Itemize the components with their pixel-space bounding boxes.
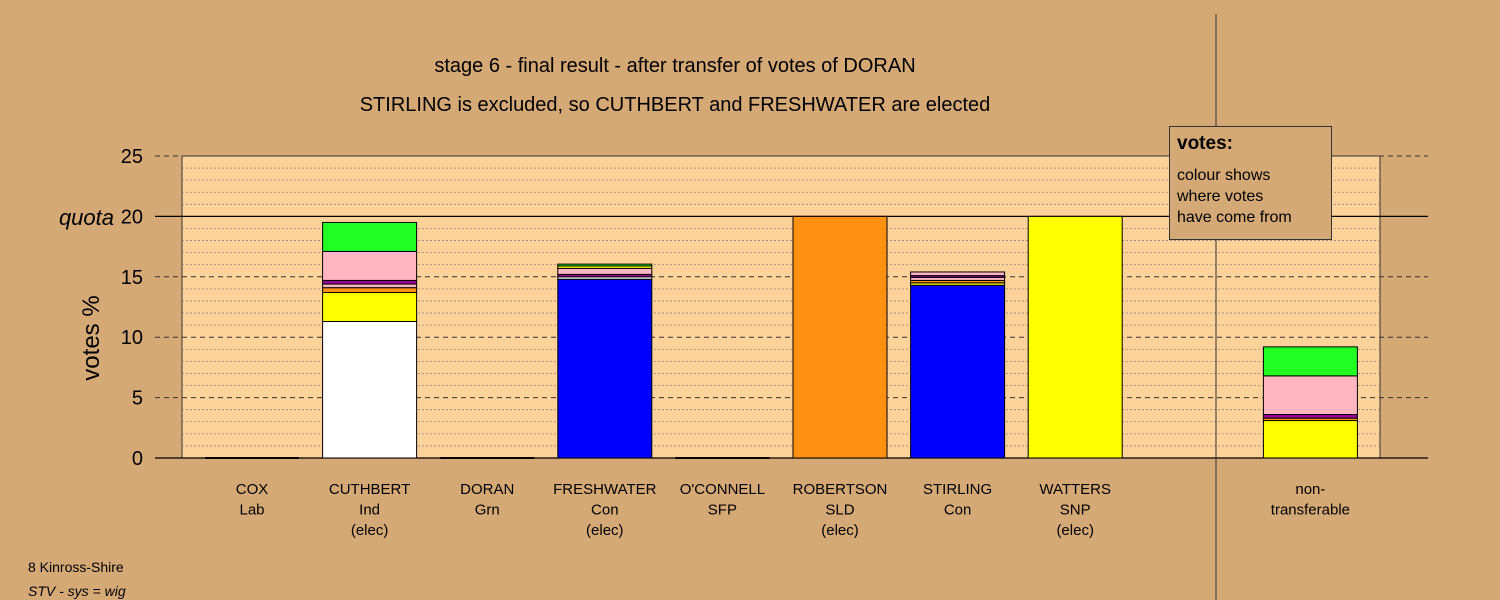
x-tick-label: Ind <box>359 502 380 519</box>
y-tick-label: 20 <box>121 206 143 228</box>
x-tick-label: FRESHWATER <box>553 481 656 498</box>
bar-segment <box>322 279 418 285</box>
x-tick-label: Con <box>944 502 972 519</box>
quota-label: quota <box>59 205 114 230</box>
x-tick-label: DORAN <box>460 481 514 498</box>
x-tick-label: SFP <box>708 502 737 519</box>
bar-segment <box>322 292 418 322</box>
bar-segment <box>322 221 418 252</box>
y-tick-label: 0 <box>132 448 143 470</box>
chart-subtitle: STIRLING is excluded, so CUTHBERT and FR… <box>360 94 991 116</box>
bar-segment <box>1262 414 1358 419</box>
x-tick-label: SNP <box>1060 502 1091 519</box>
x-tick-label: Con <box>591 502 619 519</box>
y-tick-label: 25 <box>121 146 143 168</box>
bar-segment <box>910 284 1006 459</box>
bar-segment <box>910 271 1006 277</box>
bar-segment <box>557 278 653 459</box>
x-tick-label: STIRLING <box>923 481 992 498</box>
y-axis: 0 5 10 15 20 25 <box>121 146 143 470</box>
x-tick-label: COX <box>236 481 269 498</box>
legend-line-1: colour shows <box>1177 167 1271 184</box>
y-tick-label: 15 <box>121 267 143 289</box>
bar-segment <box>322 287 418 294</box>
footer-area: 8 Kinross-Shire <box>28 559 124 575</box>
chart-title: stage 6 - final result - after transfer … <box>434 55 915 77</box>
bar-segment <box>557 263 653 267</box>
x-tick-label: SLD <box>825 502 854 519</box>
footer-system: STV - sys = wig <box>28 583 126 599</box>
bar-segment <box>322 283 418 289</box>
x-tick-label: (elec) <box>586 522 624 539</box>
x-tick-label: ROBERTSON <box>793 481 888 498</box>
bar-segment <box>1262 346 1358 377</box>
bar-segment <box>1027 215 1123 459</box>
x-axis-labels: COX Lab CUTHBERT Ind (elec) DORAN Grn FRESHWATE… <box>236 481 1350 539</box>
y-axis-label: votes % <box>78 295 105 380</box>
bar-segment <box>792 215 888 459</box>
legend-title: votes: <box>1177 133 1233 154</box>
x-tick-label: non- <box>1295 481 1325 498</box>
legend-line-3: have come from <box>1177 209 1292 226</box>
y-tick-label: 10 <box>121 327 143 349</box>
bar-segment <box>1262 420 1358 459</box>
x-tick-label: (elec) <box>1056 522 1094 539</box>
x-tick-label: O'CONNELL <box>680 481 765 498</box>
bars <box>205 215 1358 459</box>
x-tick-label: transferable <box>1271 502 1350 519</box>
bar-segment <box>322 250 418 281</box>
x-tick-label: (elec) <box>351 522 389 539</box>
x-tick-label: Grn <box>475 502 500 519</box>
legend: votes: colour shows where votes have com… <box>1169 126 1332 240</box>
y-tick-label: 5 <box>132 388 143 410</box>
bar-segment <box>557 267 653 275</box>
legend-line-2: where votes <box>1177 188 1264 205</box>
x-tick-label: CUTHBERT <box>329 481 410 498</box>
bar-segment <box>1262 375 1358 416</box>
x-tick-label: (elec) <box>821 522 859 539</box>
x-tick-label: WATTERS <box>1039 481 1111 498</box>
x-tick-label: Lab <box>239 502 264 519</box>
bar-segment <box>322 320 418 459</box>
